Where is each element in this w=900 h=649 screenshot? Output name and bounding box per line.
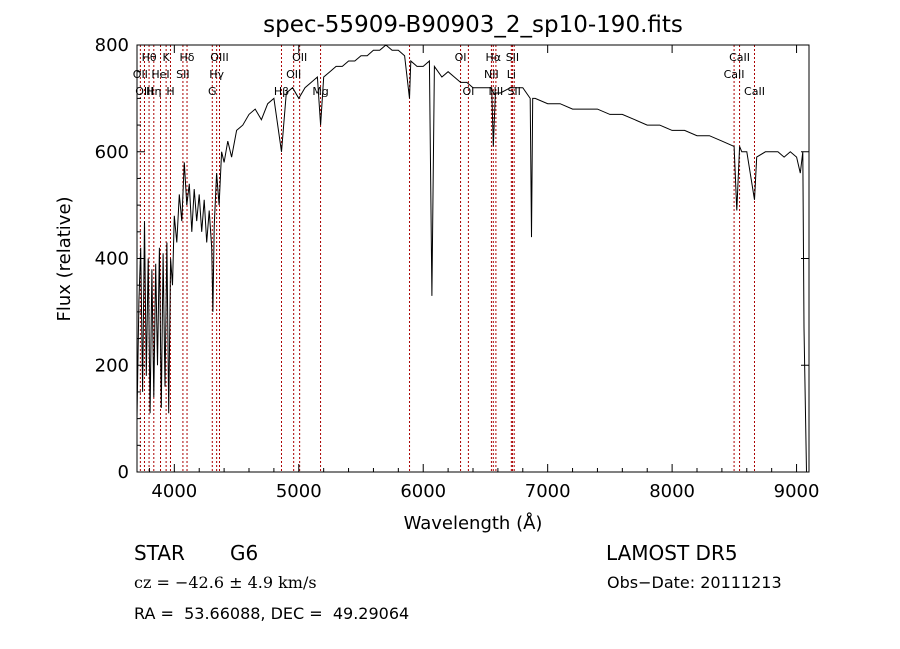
object-class: STAR: [134, 541, 185, 565]
emission-line-markers: [139, 45, 755, 472]
line-label: CaII: [724, 68, 745, 81]
line-label: OIII: [210, 51, 228, 64]
line-label: Hβ: [274, 85, 289, 98]
line-label: Hα: [486, 51, 502, 64]
coordinates: RA = 53.66088, DEC = 49.29064: [134, 604, 410, 623]
y-tick-label: 0: [118, 462, 129, 483]
line-label: OI: [455, 51, 467, 64]
x-tick-label: 5000: [276, 481, 322, 502]
line-label: Li: [507, 68, 516, 81]
x-axis-label: Wavelength (Å): [404, 512, 543, 534]
x-axis-ticks: 4000 5000 6000 7000 8000 9000: [148, 45, 820, 502]
redshift-velocity: cz = −42.6 ± 4.9 km/s: [134, 573, 317, 592]
line-label: CaII: [744, 85, 765, 98]
line-label: OI: [462, 85, 474, 98]
line-label: SII: [506, 51, 519, 64]
line-label: OII: [286, 68, 301, 81]
line-label: Hγ: [209, 68, 224, 81]
y-axis-label: Flux (relative): [54, 196, 75, 321]
object-subclass: G6: [230, 541, 259, 565]
line-label: NII: [489, 85, 504, 98]
line-label: OIII: [135, 85, 153, 98]
spectrum-line: [136, 44, 807, 473]
y-tick-label: 800: [95, 35, 129, 56]
line-label: OII: [133, 68, 148, 81]
line-label: SII: [176, 68, 189, 81]
observation-date: Obs−Date: 20111213: [607, 573, 782, 592]
x-tick-label: 4000: [151, 481, 197, 502]
plot-frame: [136, 44, 810, 473]
y-tick-label: 200: [95, 355, 129, 376]
x-tick-label: 9000: [774, 481, 820, 502]
line-label: SII: [507, 85, 520, 98]
line-label: Mg: [312, 85, 328, 98]
x-tick-label: 6000: [400, 481, 446, 502]
line-label: OII: [292, 51, 307, 64]
line-label: Hη: [146, 85, 161, 98]
line-label: K: [163, 51, 171, 64]
x-tick-label: 8000: [649, 481, 695, 502]
line-label: Hθ: [142, 51, 157, 64]
line-label: H: [166, 85, 174, 98]
line-label: NII: [484, 68, 499, 81]
line-label: Hδ: [180, 51, 195, 64]
y-tick-label: 600: [95, 142, 129, 163]
survey-name: LAMOST DR5: [606, 541, 738, 565]
line-label: CaII: [729, 51, 750, 64]
chart-title: spec-55909-B90903_2_sp10-190.fits: [263, 12, 683, 38]
x-tick-label: 7000: [525, 481, 571, 502]
y-tick-label: 400: [95, 249, 129, 270]
y-axis-ticks: 0 200 400 600 800: [95, 35, 809, 483]
line-label: G: [208, 85, 217, 98]
line-label: HeI: [151, 68, 169, 81]
